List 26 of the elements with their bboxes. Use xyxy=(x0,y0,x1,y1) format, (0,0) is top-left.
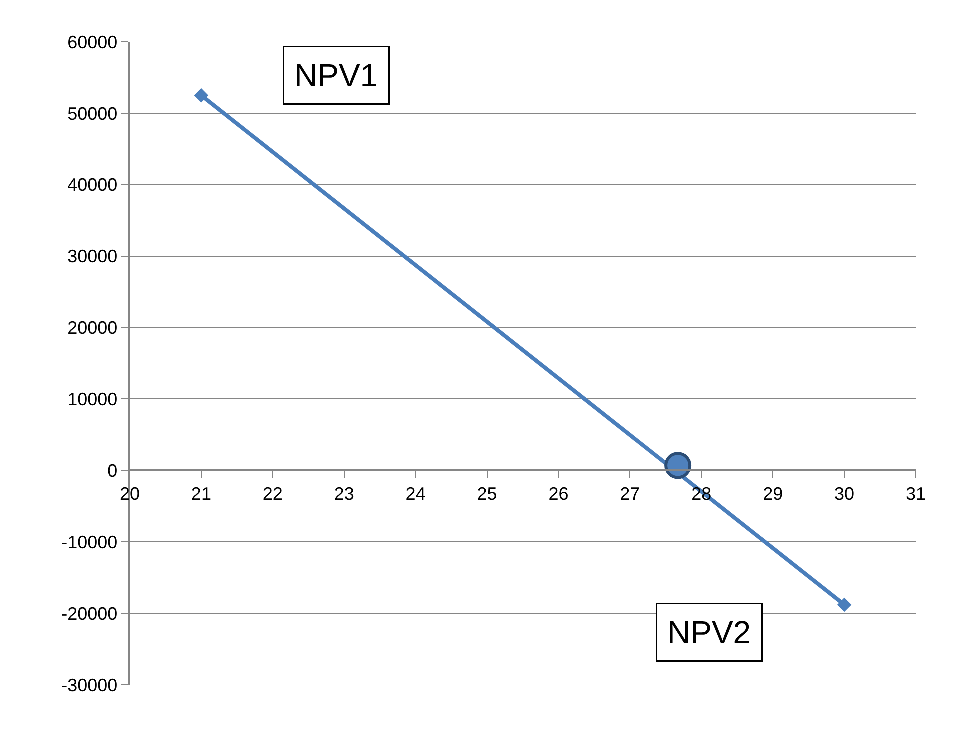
point xyxy=(664,452,692,480)
x-tick-label: 20 xyxy=(120,484,140,504)
x-tick-label: 31 xyxy=(906,484,926,504)
y-tick-label: -20000 xyxy=(62,604,118,624)
point xyxy=(194,88,209,103)
y-tick-label: 0 xyxy=(108,460,118,481)
x-tick-label: 29 xyxy=(763,484,784,504)
point xyxy=(837,598,852,612)
y-tick-label: 60000 xyxy=(68,32,118,52)
x-tick-label: 26 xyxy=(548,484,569,504)
annotation: NPV2 xyxy=(668,614,752,650)
y-tick-label: -30000 xyxy=(62,675,118,696)
x-tick-label: 23 xyxy=(334,484,354,504)
y-tick-label: 40000 xyxy=(68,175,118,196)
x-tick-label: 21 xyxy=(191,484,212,504)
y-tick-label: -10000 xyxy=(62,532,118,552)
x-tick-label: 22 xyxy=(262,484,283,504)
y-tick-label: 30000 xyxy=(68,246,118,267)
annotation: NPV1 xyxy=(294,58,378,94)
x-tick-label: 27 xyxy=(620,484,640,504)
x-tick-label: 30 xyxy=(834,484,855,504)
x-tick-label: 25 xyxy=(477,484,498,504)
y-tick-label: 20000 xyxy=(68,318,118,338)
y-tick-label: 50000 xyxy=(68,104,118,124)
x-tick-label: 24 xyxy=(406,484,426,504)
y-tick-label: 10000 xyxy=(68,390,118,410)
